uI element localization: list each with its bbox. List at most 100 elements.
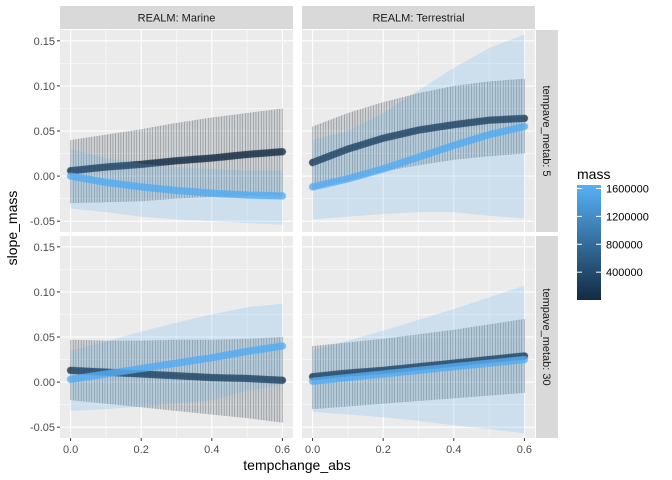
point-low-mass	[347, 143, 356, 152]
point-low-mass	[211, 153, 220, 162]
point-high-mass	[326, 178, 335, 187]
point-low-mass	[488, 115, 497, 124]
point-low-mass	[253, 375, 262, 384]
point-high-mass	[343, 174, 352, 183]
point-high-mass	[460, 361, 469, 370]
point-high-mass	[467, 360, 476, 369]
point-high-mass	[463, 137, 472, 146]
point-low-mass	[485, 116, 494, 125]
point-high-mass	[393, 368, 402, 377]
point-high-mass	[329, 178, 338, 187]
panel-r0-c1	[302, 30, 535, 232]
legend-label: 400000	[606, 267, 643, 279]
point-low-mass	[94, 163, 103, 172]
y-tick-label: 0.05	[34, 332, 55, 344]
point-low-mass	[108, 162, 117, 171]
point-high-mass	[190, 356, 199, 365]
point-high-mass	[485, 359, 494, 368]
point-high-mass	[407, 367, 416, 376]
point-low-mass	[368, 137, 377, 146]
point-high-mass	[382, 369, 391, 378]
point-high-mass	[151, 362, 160, 371]
point-high-mass	[154, 184, 163, 193]
point-low-mass	[228, 374, 237, 383]
point-high-mass	[449, 141, 458, 150]
point-high-mass	[407, 155, 416, 164]
point-high-mass	[453, 362, 462, 371]
point-low-mass	[207, 373, 216, 382]
point-low-mass	[225, 374, 234, 383]
point-high-mass	[116, 367, 125, 376]
point-high-mass	[264, 191, 273, 200]
point-low-mass	[432, 123, 441, 132]
point-high-mass	[442, 363, 451, 372]
point-high-mass	[354, 372, 363, 381]
point-low-mass	[246, 150, 255, 159]
point-low-mass	[151, 158, 160, 167]
x-tick-label: 0.4	[446, 444, 461, 456]
point-high-mass	[456, 362, 465, 371]
point-low-mass	[218, 152, 227, 161]
point-high-mass	[446, 363, 455, 372]
point-high-mass	[361, 169, 370, 178]
x-tick-label: 0.6	[275, 444, 290, 456]
point-low-mass	[137, 160, 146, 169]
point-high-mass	[183, 357, 192, 366]
point-high-mass	[77, 373, 86, 382]
point-high-mass	[214, 352, 223, 361]
point-high-mass	[379, 164, 388, 173]
x-tick-label: 0.4	[204, 444, 219, 456]
trend-line-low-mass	[309, 114, 528, 167]
point-low-mass	[140, 160, 149, 169]
point-low-mass	[84, 164, 93, 173]
point-low-mass	[257, 149, 266, 158]
point-high-mass	[80, 174, 89, 183]
y-axis-title: slope_mass	[4, 191, 20, 266]
point-high-mass	[329, 375, 338, 384]
point-high-mass	[257, 345, 266, 354]
point-high-mass	[481, 359, 490, 368]
point-high-mass	[123, 366, 132, 375]
point-low-mass	[319, 154, 328, 163]
point-low-mass	[176, 156, 185, 165]
point-low-mass	[495, 115, 504, 124]
point-high-mass	[312, 182, 321, 191]
point-high-mass	[386, 369, 395, 378]
point-high-mass	[168, 186, 177, 195]
point-high-mass	[168, 359, 177, 368]
point-high-mass	[70, 374, 79, 383]
panel-data	[308, 285, 529, 434]
point-high-mass	[130, 365, 139, 374]
x-tick-label: 0.2	[376, 444, 391, 456]
strips-layer: REALM: Marine REALM: Terrestrial tempave_m…	[60, 6, 558, 438]
point-low-mass	[421, 125, 430, 134]
point-high-mass	[165, 360, 174, 369]
point-high-mass	[382, 163, 391, 172]
row-strip-0	[536, 30, 558, 232]
point-high-mass	[372, 370, 381, 379]
point-high-mass	[478, 132, 487, 141]
point-low-mass	[329, 150, 338, 159]
point-high-mass	[260, 344, 269, 353]
point-high-mass	[435, 364, 444, 373]
ribbon-high-mass	[70, 149, 283, 225]
point-high-mass	[516, 123, 525, 132]
x-tick-label: 0.0	[305, 444, 320, 456]
point-low-mass	[165, 371, 174, 380]
panel-r1-c1	[302, 236, 535, 438]
point-low-mass	[463, 118, 472, 127]
point-high-mass	[410, 154, 419, 163]
point-high-mass	[158, 185, 167, 194]
point-low-mass	[389, 131, 398, 140]
point-high-mass	[123, 181, 132, 190]
point-high-mass	[428, 364, 437, 373]
point-high-mass	[144, 363, 153, 372]
point-high-mass	[197, 355, 206, 364]
point-high-mass	[439, 363, 448, 372]
legend-title: mass	[577, 166, 610, 182]
trend-line-high-mass	[67, 342, 286, 383]
point-high-mass	[133, 365, 142, 374]
point-high-mass	[513, 356, 522, 365]
point-high-mass	[207, 189, 216, 198]
point-high-mass	[207, 353, 216, 362]
